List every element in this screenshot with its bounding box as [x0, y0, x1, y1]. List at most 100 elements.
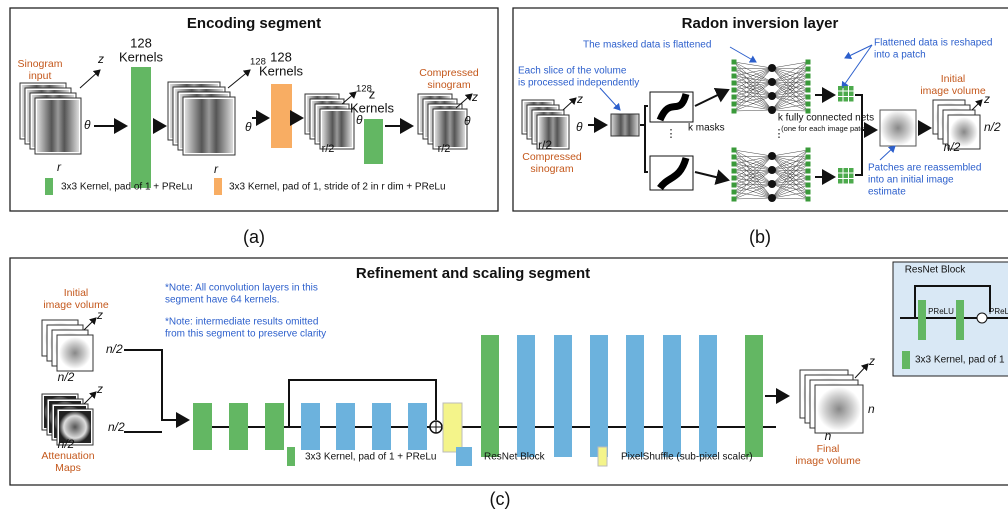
input-label: Maps [55, 462, 81, 474]
node [768, 92, 776, 100]
legend-swatch [456, 447, 472, 466]
panel-a: Encoding segment Sinogram input z θ r 12… [10, 8, 498, 247]
patch-cell [844, 97, 849, 102]
annotation: estimate [868, 187, 906, 198]
annotation: is processed independently [518, 78, 639, 89]
input-line [124, 350, 188, 420]
split-lines [640, 106, 648, 172]
output-label: Initial [941, 73, 966, 85]
slice-image [817, 387, 861, 431]
resnet-block [408, 403, 427, 450]
axis-label: θ [84, 118, 91, 132]
input-label: input [29, 70, 52, 82]
resnet-block [301, 403, 320, 450]
axis-label: n/2 [106, 342, 123, 356]
slice [611, 114, 639, 136]
patch-cell [844, 92, 849, 97]
slice-image [185, 99, 233, 153]
axis-arrow [84, 392, 96, 404]
kernel-label: Kernels [259, 63, 304, 78]
connection [734, 156, 772, 157]
axis-label: n/2 [984, 120, 1001, 134]
node [732, 88, 737, 93]
axis-arrow [456, 94, 472, 108]
patch-cell [844, 179, 849, 184]
note: *Note: All convolution layers in this [165, 283, 318, 294]
node [806, 74, 811, 79]
conv-layer [131, 67, 151, 188]
patch-cell [849, 92, 854, 97]
pixel-shuffle [443, 403, 462, 452]
stack [418, 94, 467, 149]
patch-cell [838, 174, 843, 179]
kernel-label: 128 [270, 49, 292, 64]
panel-label: (b) [749, 227, 771, 247]
node [732, 162, 737, 167]
node [768, 166, 776, 174]
panel-title: Refinement and scaling segment [356, 265, 590, 282]
axis-arrow [80, 70, 100, 88]
node [768, 106, 776, 114]
patch-cell [849, 97, 854, 102]
input-label: sinogram [530, 163, 573, 175]
note: segment have 64 kernels. [165, 295, 280, 306]
stack [305, 94, 354, 149]
annotation: into a patch [874, 50, 926, 61]
axis-arrow [563, 98, 576, 110]
legend-text: 3x3 Kernel, pad of 1 + PReLu [61, 182, 192, 193]
annotation: k fully connected nets [778, 113, 874, 124]
conv-layer [956, 300, 964, 340]
axis-label: n/2 [58, 370, 75, 384]
stack [168, 82, 235, 155]
panel-label: (c) [490, 489, 511, 509]
axis-arrow [855, 364, 868, 378]
node [732, 60, 737, 65]
slice-image [59, 337, 91, 369]
stack [42, 320, 93, 371]
node [732, 109, 737, 114]
legend-swatch [214, 178, 222, 195]
annotation-arrow [880, 146, 895, 160]
patch [838, 86, 854, 102]
patch-cell [849, 179, 854, 184]
legend-text: 3x3 Kernel, pad of 1, stride of 2 in r d… [229, 182, 446, 193]
axis-label: z [983, 92, 990, 106]
stride-layer [271, 84, 292, 148]
node [806, 67, 811, 72]
patch-cell [844, 168, 849, 173]
layers [481, 335, 763, 457]
panel-title: Radon inversion layer [682, 15, 839, 32]
node [806, 162, 811, 167]
node [806, 155, 811, 160]
patch-cell [838, 86, 843, 91]
connection [734, 68, 772, 111]
annotation-arrow [842, 45, 872, 88]
axis-label: r [214, 162, 219, 176]
node [806, 60, 811, 65]
node [806, 183, 811, 188]
node [732, 67, 737, 72]
annotation: k masks [688, 123, 725, 134]
connection [772, 110, 808, 111]
panel-label: (a) [243, 227, 265, 247]
resnet-block [626, 335, 644, 457]
legend-text: ResNet Block [484, 452, 546, 463]
axis-label: n [868, 402, 875, 416]
node [732, 197, 737, 202]
slice-image [322, 111, 352, 147]
network [732, 60, 811, 115]
axis-label: z [96, 308, 103, 322]
note: *Note: intermediate results omitted [165, 317, 318, 328]
legend-swatch [902, 351, 910, 369]
node [768, 180, 776, 188]
conv-layer [745, 335, 763, 457]
node [732, 183, 737, 188]
node [732, 74, 737, 79]
connection [772, 69, 808, 110]
node [732, 81, 737, 86]
axis-label: r/2 [322, 143, 335, 155]
connection [772, 157, 808, 198]
sum-node [977, 313, 987, 323]
inset-text: PReLU [989, 307, 1008, 316]
network [732, 148, 811, 203]
